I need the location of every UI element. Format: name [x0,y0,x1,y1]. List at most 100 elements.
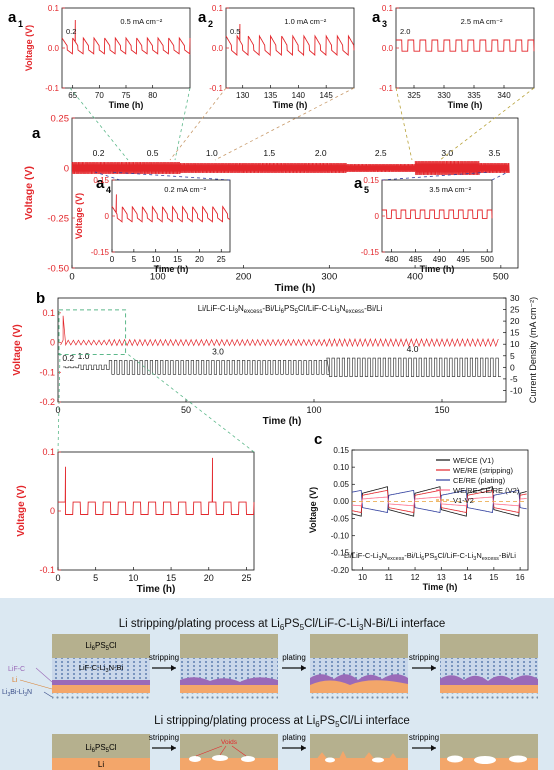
panel-c-ytick-label: -0.05 [331,514,350,523]
panel-b-frame [57,297,507,403]
arrow2-label-stripping-1: stripping [149,733,179,742]
panel-c-ytick-label: -0.15 [331,549,350,558]
panel-c-xtick-label: 12 [411,573,420,582]
panel-a-current-annotation: 1.5 [263,148,275,158]
arrow-label-stripping-1: stripping [149,653,179,662]
panel-a4-ytick-label: -0.15 [91,248,110,257]
label-a4-sub: 4 [106,185,111,195]
panel-b-inset-ytick-label: -0.1 [39,565,55,575]
panel-a-xtick-label: 400 [407,272,423,283]
panel-c-ytick-label: 0.10 [333,463,349,472]
panel-b-zoom-box [58,309,127,355]
panel-b-ytick-label: 0.1 [42,308,55,318]
row1-arrow-2: plating [282,653,306,671]
row2-arrow-2: plating [282,733,306,751]
panel-a3-annotation: 2.5 mA cm⁻² [461,17,503,26]
label-c: c [314,431,322,448]
row2-arrow-3: stripping [409,733,439,751]
label-a5-sub: 5 [364,185,369,195]
panel-a2-xtick-label: 145 [319,91,333,100]
panel-a1-ylabel: Voltage (V) [24,25,34,71]
panel-c-ytick-label: 0.05 [333,480,349,489]
panel-a5-annotation: 3.5 mA cm⁻² [429,185,471,194]
panel-b-current-annotation: 1.0 [78,351,90,361]
row1-side-libi: Li3Bi-Li3N [2,689,32,698]
panel-a-ytick-label: 0.25 [51,113,70,124]
panel-a3-ytick-label: 0.1 [382,4,394,13]
panel-a1-ytick-label: 0.0 [48,44,60,53]
panel-a5-ytick-label: 0.15 [363,176,379,185]
zoom-connector-line [94,171,121,181]
panel-a-current-annotation: 2.0 [315,148,327,158]
panel-a2-voltage-line [225,23,355,57]
panel-b-ytick-right-label: 30 [510,293,520,303]
panel-a3-ytick-label: 0.0 [382,44,394,53]
row1-cell-1: Li6PS5Cl LiF-C-Li3N-Bi [52,634,150,701]
panel-a5-ytick-label: 0 [375,212,380,221]
panel-c-frame [351,449,529,571]
zoom-connector-line [174,87,191,161]
panel-a-voltage-line [71,160,510,176]
panel-a-current-annotation: 0.2 [93,148,105,158]
panel-a4-ylabel: Voltage (V) [74,193,84,239]
schematic-title-1: Li stripping/plating process at Li6PS5Cl… [119,618,446,632]
panel-b-ytick-right-label: 25 [510,305,520,315]
panel-b-xtick-label: 0 [55,405,60,415]
panel-a4-xtick-label: 5 [132,255,137,264]
panel-b-voltage-line [60,315,499,348]
panel-b-ylabel-right: Current Density (mA cm⁻²) [528,297,538,403]
panel-b-xtick-label: 150 [434,405,449,415]
panel-c-ytick-label: -0.10 [331,532,350,541]
panel-a5-xtick-label: 495 [457,255,471,264]
panel-b-ytick-label: -0.1 [39,367,55,377]
label-a2-sub: 2 [208,19,213,29]
panel-a3-xtick-label: 335 [467,91,481,100]
label-b: b [36,290,45,307]
panel-a4-xtick-label: 15 [173,255,182,264]
panel-c-ytick-label: 0.00 [333,497,349,506]
panel-b-xlabel: Time (h) [263,416,302,427]
panel-a-xtick-label: 300 [321,272,337,283]
panel-c-legend-entry: WE/RE-CE/RE (V2) [453,486,520,495]
panel-c-xtick-label: 14 [463,573,472,582]
panel-b-current-annotation: 0.2 [62,353,74,363]
label-a3: a [372,9,381,26]
panel-a4-annotation: 0.2 mA cm⁻² [164,185,206,194]
zoom-connector-line [395,87,413,161]
panel-b-current-annotation: 4.0 [407,344,419,354]
panel-c-legend-entry: WE/RE (stripping) [453,466,514,475]
panel-c-xtick-label: 10 [358,573,367,582]
panel-a2-ytick-label: 0.0 [212,44,224,53]
zoom-connector-line [491,171,509,181]
panel-a4-voltage-line [111,194,231,223]
panel-a-xtick-label: 500 [493,272,509,283]
panel-b-inset-xlabel: Time (h) [137,584,176,595]
panel-a-current-annotation: 2.5 [375,148,387,158]
panel-a1-axes: 65 70 75 80 -0.1 0.0 0.1 Time (h) Voltage (V) 0.5… [24,4,191,110]
panel-b-ytick-right-label: 20 [510,316,520,326]
voids-label: Voids [221,739,238,746]
row2-layer-bottom-label: Li [98,760,104,769]
panel-a3-xlabel: Time (h) [448,100,483,110]
panel-b-ytick-right-label: 15 [510,328,520,338]
panel-a4-xtick-label: 25 [217,255,226,264]
panel-c-series-line [351,496,527,507]
panel-a-xtick-label: 200 [236,272,252,283]
panel-a4-ytick-label: 0.15 [93,176,109,185]
row2-arrow-1: stripping [149,733,179,751]
panel-a3-xtick-label: 340 [497,91,511,100]
label-a1-sub: 1 [18,19,23,29]
panel-b-ytick-right-label: 5 [510,351,515,361]
panel-b-inset-xtick-label: 5 [93,573,98,583]
panel-c-legend-entry: CE/RE (plating) [453,476,506,485]
panel-b-inset-ylabel: Voltage (V) [16,485,27,536]
panel-a2-axes: 130 135 140 145 -0.1 0.0 0.1 Time (h) 1.0 mA cm⁻… [209,4,355,110]
panel-a3-xtick-label: 330 [437,91,451,100]
panel-a1-point-label: 0.2 [66,27,76,36]
panel-c-ylabel: Voltage (V) [308,487,318,533]
panel-a-ytick-label: -0.25 [47,213,69,224]
panel-b-ytick-label: 0 [50,338,55,348]
